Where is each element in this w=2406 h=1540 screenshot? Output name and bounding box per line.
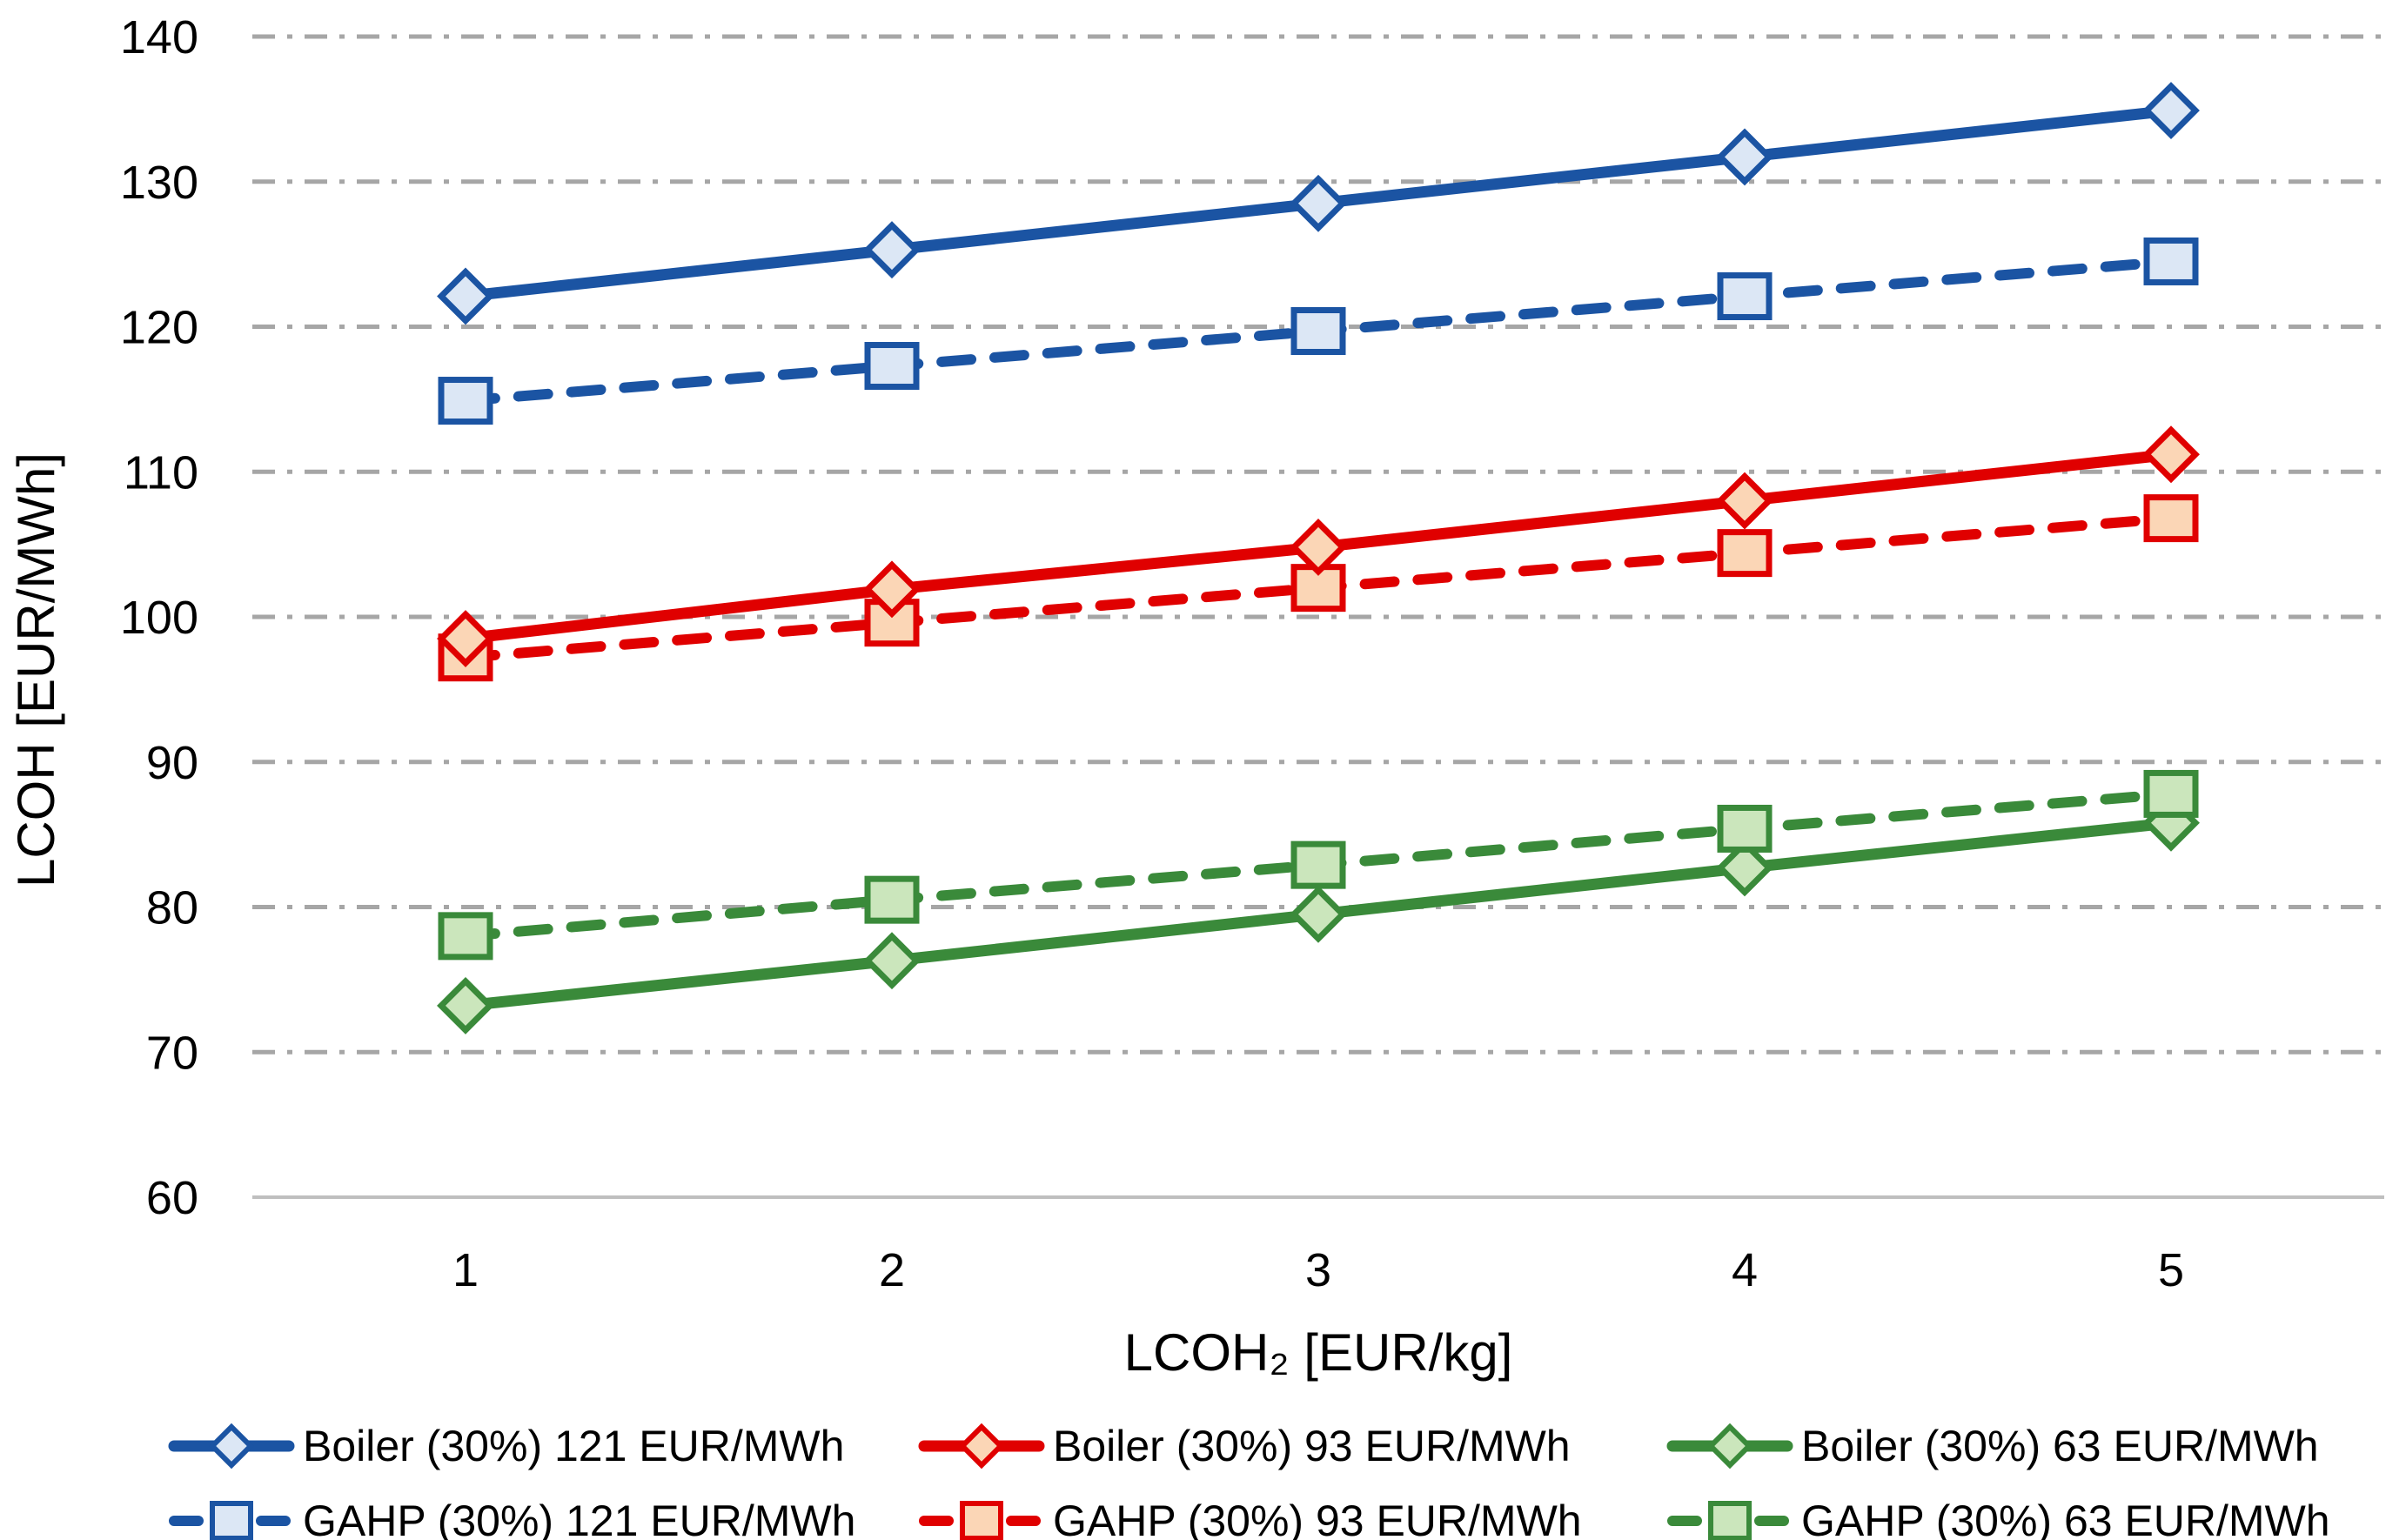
series-5-marker-x5 — [2143, 769, 2199, 818]
series-1-marker-x3 — [1290, 307, 1346, 356]
x-tick-label-1: 1 — [452, 1244, 479, 1296]
series-0-marker-x1 — [437, 267, 494, 325]
legend-item-0: Boiler (30%) 121 EUR/MWh — [168, 1422, 844, 1470]
legend-marker-4 — [1706, 1423, 1753, 1470]
legend-marker-0 — [208, 1423, 255, 1470]
series-4-marker-x1 — [437, 976, 494, 1034]
series-2-marker-x4 — [1716, 472, 1773, 530]
series-0-marker-x4 — [1716, 128, 1773, 186]
series-4-marker-x2 — [863, 932, 921, 990]
series-4-marker-x4 — [1716, 839, 1773, 897]
series-2-marker-x3 — [1290, 519, 1347, 576]
series-1-marker-x1 — [438, 377, 493, 425]
legend-label-0: Boiler (30%) 121 EUR/MWh — [303, 1422, 844, 1470]
legend-marker-3 — [960, 1501, 1003, 1540]
series-3-marker-x4 — [1717, 529, 1773, 578]
legend-item-2: Boiler (30%) 93 EUR/MWh — [918, 1422, 1571, 1470]
legend-item-5: GAHP (30%) 63 EUR/MWh — [1667, 1496, 2330, 1540]
series-layer — [437, 82, 2200, 1034]
y-tick-label-80: 80 — [146, 882, 198, 934]
y-axis-title: LCOH [EUR/MWh] — [7, 452, 65, 887]
x-tick-label-5: 5 — [2158, 1244, 2184, 1296]
legend-item-4: Boiler (30%) 63 EUR/MWh — [1666, 1422, 2319, 1470]
x-tick-label-4: 4 — [1732, 1244, 1758, 1296]
legend-item-1: GAHP (30%) 121 EUR/MWh — [169, 1496, 855, 1540]
series-5-marker-x2 — [864, 875, 920, 924]
y-tick-label-140: 140 — [120, 11, 198, 64]
series-3-marker-x5 — [2143, 494, 2199, 543]
legend-marker-2 — [958, 1423, 1005, 1470]
legend-label-5: GAHP (30%) 63 EUR/MWh — [1801, 1496, 2330, 1540]
series-0-marker-x3 — [1290, 174, 1347, 232]
series-1-marker-x5 — [2143, 237, 2199, 285]
y-tick-label-90: 90 — [146, 737, 198, 789]
y-tick-label-130: 130 — [120, 157, 198, 209]
series-1-marker-x2 — [864, 342, 920, 391]
legend-marker-1 — [210, 1501, 253, 1540]
series-1-marker-x4 — [1717, 271, 1773, 320]
y-tick-label-60: 60 — [146, 1172, 198, 1224]
x-tick-label-2: 2 — [879, 1244, 905, 1296]
axis-ticks-layer: 60 70 80 90 100 110 120 130 140 1 2 3 4 5 — [120, 11, 2184, 1296]
y-tick-label-110: 110 — [124, 446, 198, 499]
series-2-marker-x2 — [863, 560, 921, 619]
series-2-marker-x1 — [437, 610, 494, 667]
y-tick-label-70: 70 — [146, 1027, 198, 1079]
y-tick-label-100: 100 — [120, 592, 198, 644]
series-0-marker-x2 — [863, 221, 921, 279]
series-4-marker-x3 — [1290, 885, 1347, 943]
x-tick-label-3: 3 — [1305, 1244, 1331, 1296]
series-0-marker-x5 — [2142, 82, 2200, 139]
series-5-marker-x1 — [438, 912, 493, 961]
legend-label-4: Boiler (30%) 63 EUR/MWh — [1801, 1422, 2319, 1470]
legend-marker-5 — [1708, 1501, 1752, 1540]
x-axis-title: LCOH₂ [EUR/kg] — [1124, 1323, 1513, 1382]
legend: Boiler (30%) 121 EUR/MWh Boiler (30%) 93 … — [168, 1422, 2330, 1540]
series-5-marker-x3 — [1290, 840, 1346, 889]
series-5-marker-x4 — [1717, 804, 1773, 853]
legend-item-3: GAHP (30%) 93 EUR/MWh — [919, 1496, 1582, 1540]
y-tick-label-120: 120 — [120, 302, 198, 354]
series-2-marker-x5 — [2142, 425, 2200, 484]
legend-label-2: Boiler (30%) 93 EUR/MWh — [1053, 1422, 1571, 1470]
legend-label-3: GAHP (30%) 93 EUR/MWh — [1053, 1496, 1582, 1540]
legend-label-1: GAHP (30%) 121 EUR/MWh — [303, 1496, 855, 1540]
